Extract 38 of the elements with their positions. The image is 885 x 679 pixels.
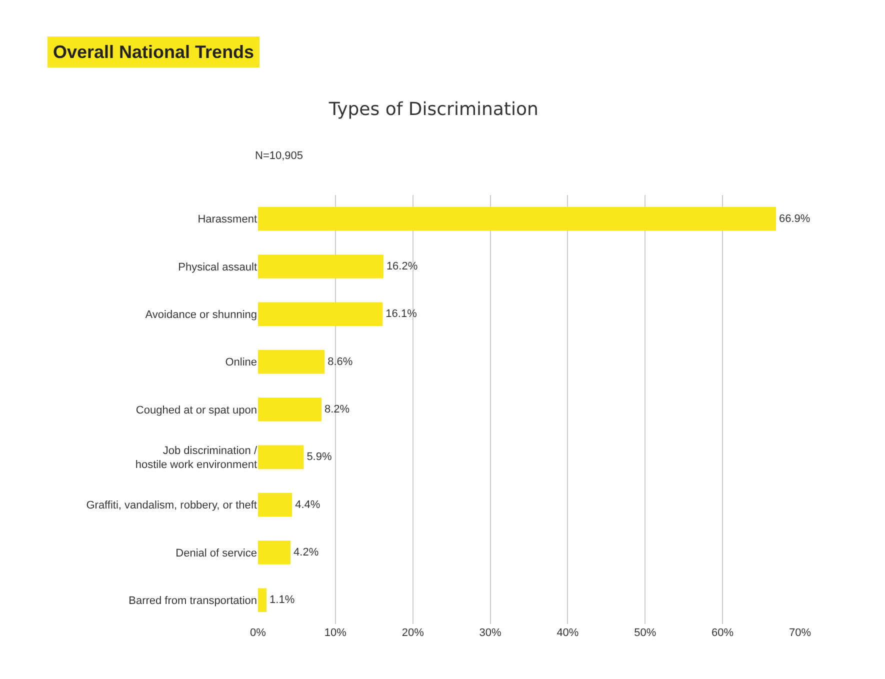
bar [258,445,304,470]
x-tick-label: 70% [788,627,812,639]
x-tick-label: 50% [634,627,656,639]
data-label: 5.9% [306,451,332,464]
chart-title: Types of Discrimination [328,98,538,120]
bar [258,254,384,278]
x-tick-label: 10% [324,627,347,639]
y-tick-label: Online [225,356,257,369]
y-tick-label: Harassment [198,214,257,226]
y-tick-label: Graffiti, vandalism, robbery, or theft [86,500,257,512]
bar [258,540,291,564]
y-tick-label: Barred from transportation [128,595,257,608]
y-tick-label: Job discrimination / hostile work environment [135,444,258,472]
chart-subtitle: N=10,905 [255,150,304,162]
bar [258,588,267,612]
data-label: 8.6% [328,356,353,368]
bar [258,302,383,326]
x-tick-label: 60% [712,627,734,639]
x-tick-label: 20% [402,627,424,639]
data-label: 66.9% [779,212,810,225]
data-label: 4.2% [294,546,319,558]
data-label: 1.1% [270,594,295,606]
text: Overall National Trends [53,42,254,62]
data-label: 16.2% [386,260,418,272]
x-tick-label: 30% [479,627,502,639]
data-label: 4.4% [295,498,320,511]
data-label: 16.1% [386,308,418,320]
bar [258,398,322,422]
y-tick-label: Denial of service [176,547,257,560]
bar [258,350,325,374]
y-tick-label: Coughed at or spat upon [136,404,257,416]
bar [258,206,776,231]
y-tick-label: Avoidance or shunning [145,309,257,322]
y-tick-label: Physical assault [178,261,257,274]
bar [258,492,292,517]
data-label: 8.2% [324,404,350,416]
x-tick-label: 0% [250,627,266,639]
x-tick-label: 40% [556,627,579,639]
